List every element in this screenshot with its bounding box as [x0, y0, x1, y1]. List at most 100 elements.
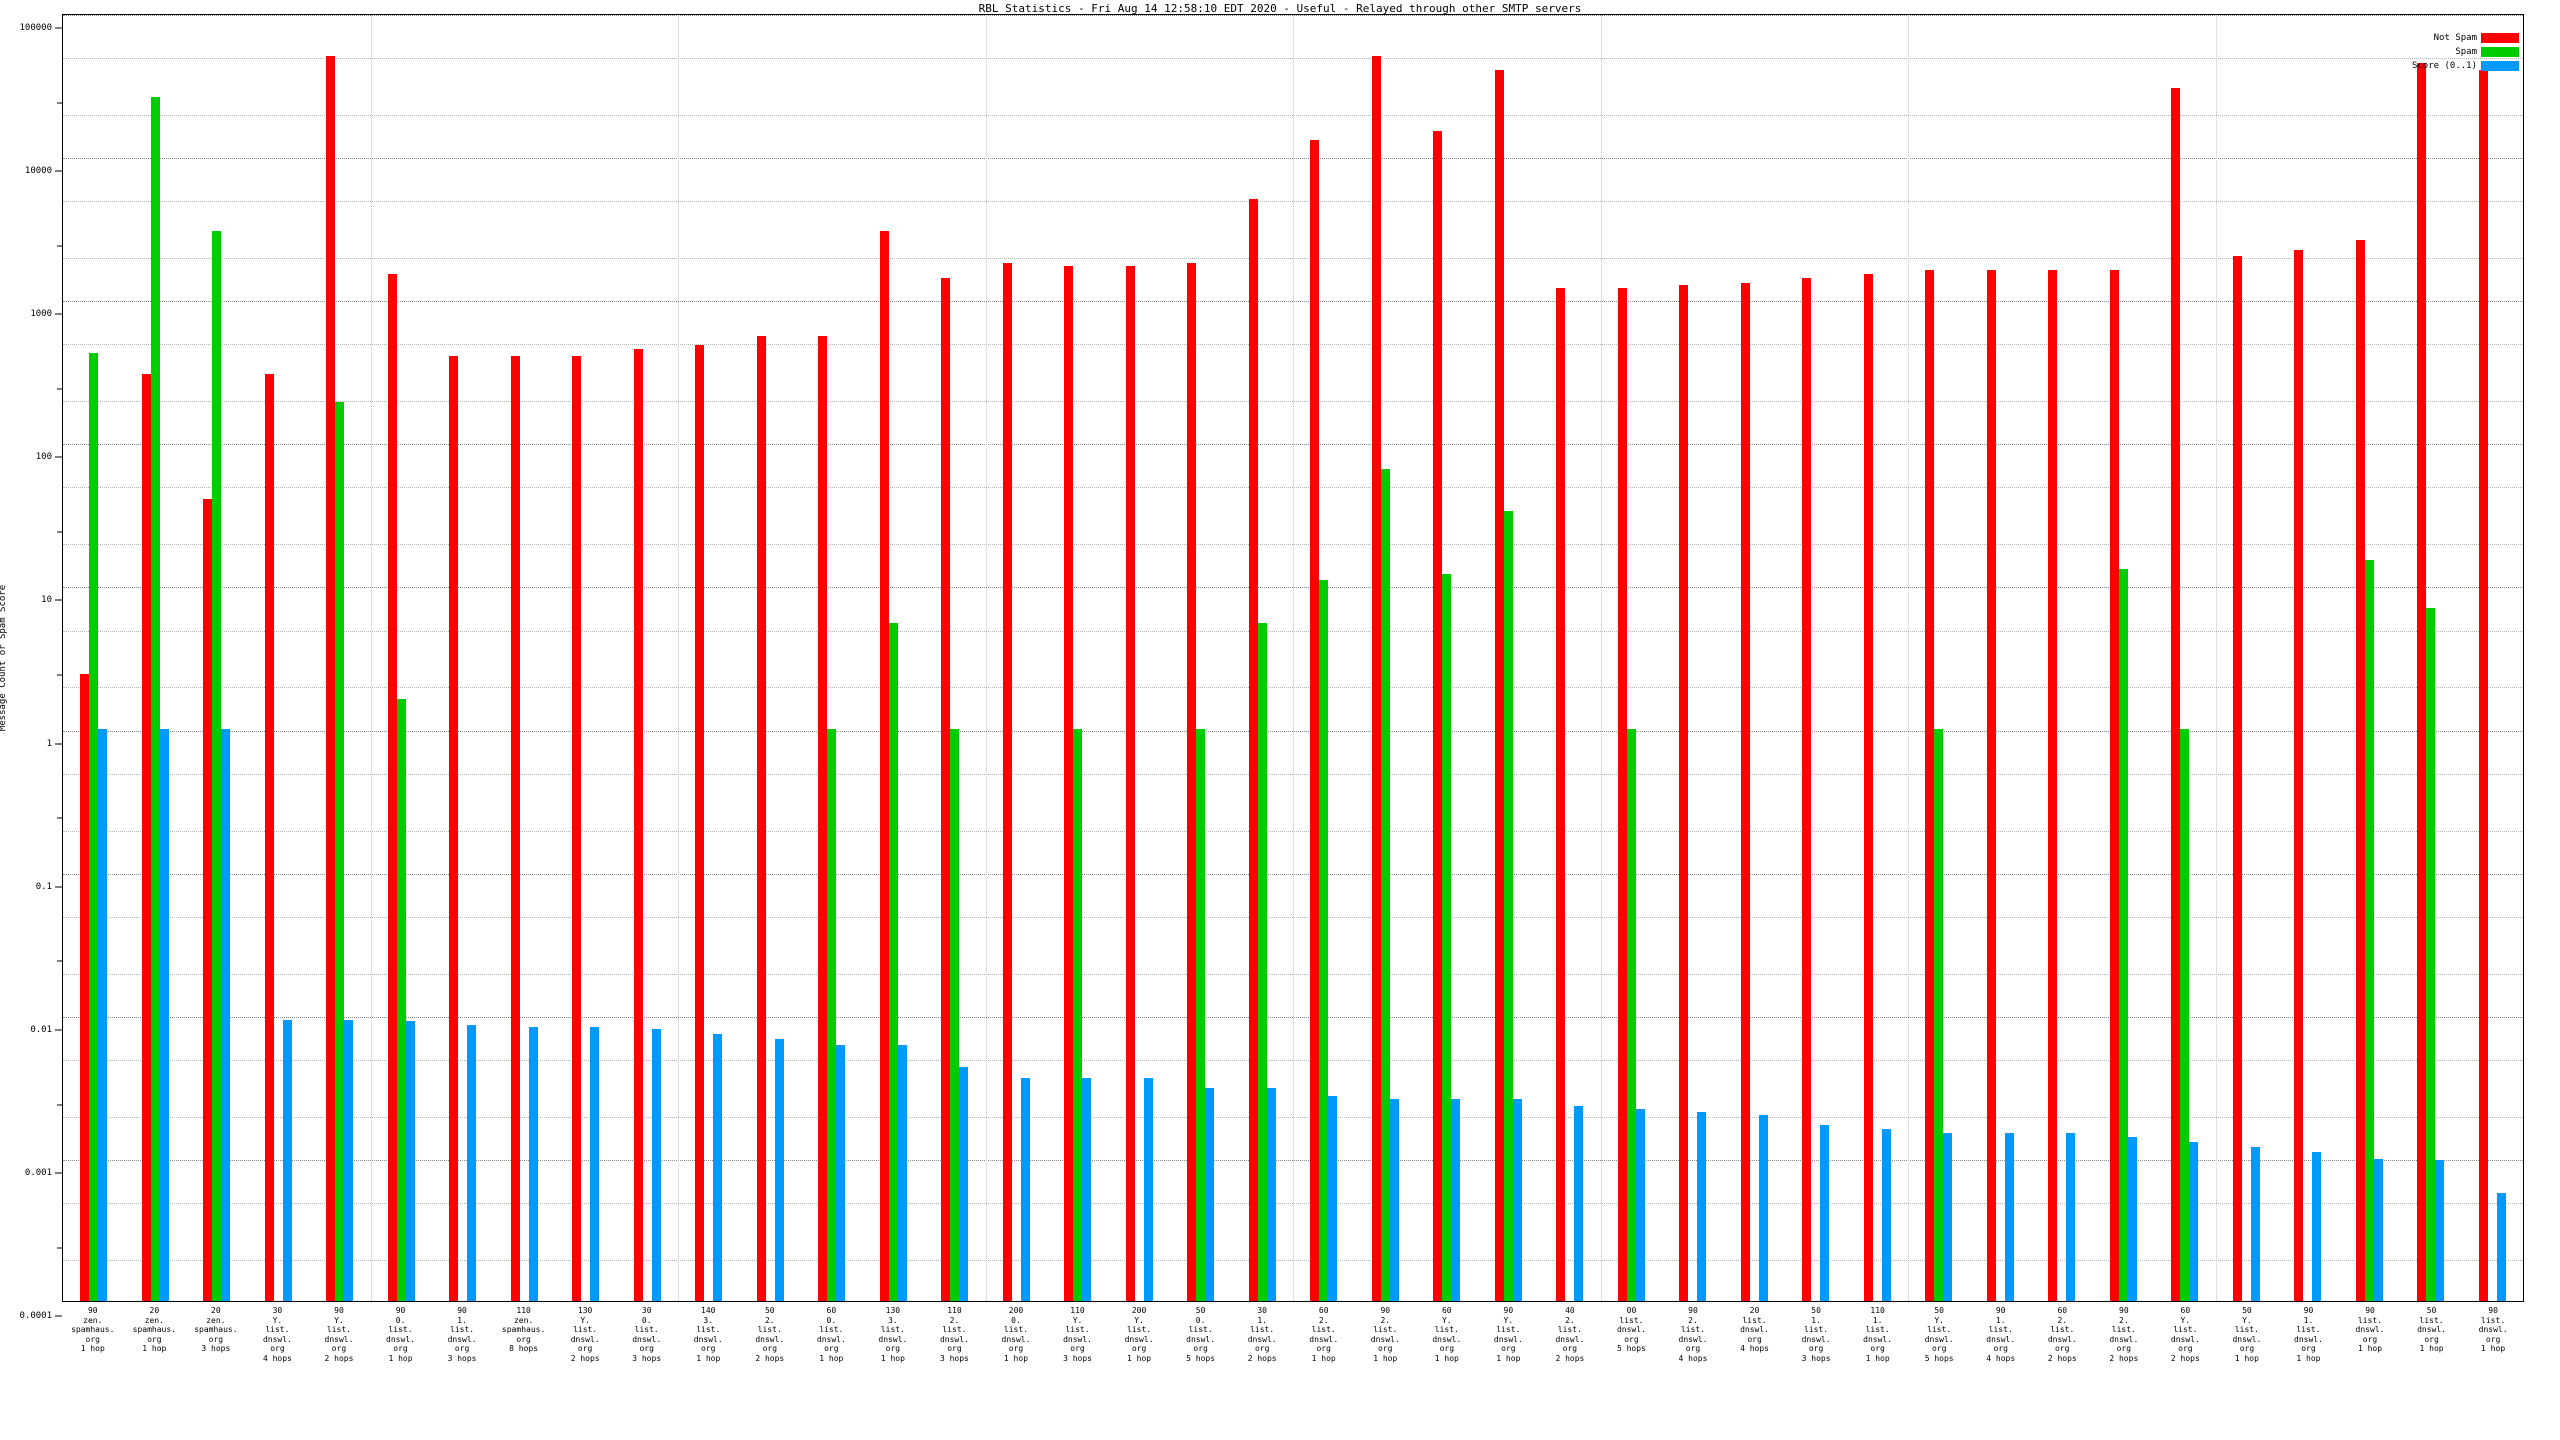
bar-score[interactable]: [1205, 1087, 1215, 1301]
bar-group[interactable]: [555, 15, 617, 1301]
bar-notspam[interactable]: [1679, 285, 1689, 1301]
bar-notspam[interactable]: [1556, 287, 1566, 1301]
bar-group[interactable]: [309, 15, 371, 1301]
bar-group[interactable]: [2277, 15, 2339, 1301]
bar-group[interactable]: [1724, 15, 1786, 1301]
bar-group[interactable]: [1355, 15, 1417, 1301]
bar-score[interactable]: [1943, 1132, 1953, 1301]
bar-group[interactable]: [1232, 15, 1294, 1301]
legend-item[interactable]: Not Spam: [2412, 33, 2519, 43]
bar-group[interactable]: [186, 15, 248, 1301]
bar-notspam[interactable]: [80, 674, 90, 1301]
bar-score[interactable]: [897, 1044, 907, 1301]
bar-notspam[interactable]: [879, 230, 889, 1301]
bar-spam[interactable]: [2180, 728, 2190, 1301]
bar-spam[interactable]: [335, 402, 345, 1301]
bar-group[interactable]: [1109, 15, 1171, 1301]
bar-group[interactable]: [617, 15, 679, 1301]
bar-spam[interactable]: [396, 699, 406, 1301]
bar-notspam[interactable]: [2478, 69, 2488, 1301]
bar-score[interactable]: [1574, 1106, 1584, 1301]
bar-notspam[interactable]: [264, 374, 274, 1301]
bar-score[interactable]: [1451, 1098, 1461, 1301]
bar-score[interactable]: [98, 728, 108, 1301]
legend-item[interactable]: Spam: [2412, 47, 2519, 57]
bar-notspam[interactable]: [326, 56, 336, 1301]
bar-score[interactable]: [651, 1028, 661, 1301]
bar-spam[interactable]: [1503, 511, 1513, 1301]
bar-spam[interactable]: [1380, 469, 1390, 1301]
bar-notspam[interactable]: [1002, 262, 1012, 1301]
bar-score[interactable]: [1512, 1098, 1522, 1301]
bar-notspam[interactable]: [449, 356, 459, 1301]
bar-notspam[interactable]: [2171, 87, 2181, 1301]
bar-spam[interactable]: [1196, 728, 1206, 1301]
bar-group[interactable]: [2154, 15, 2216, 1301]
bar-group[interactable]: [801, 15, 863, 1301]
bar-score[interactable]: [1020, 1078, 1030, 1301]
legend-item[interactable]: Score (0..1): [2412, 61, 2519, 71]
bar-notspam[interactable]: [2232, 256, 2242, 1301]
bar-score[interactable]: [282, 1019, 292, 1301]
bar-notspam[interactable]: [1740, 282, 1750, 1301]
bar-score[interactable]: [159, 728, 169, 1301]
bar-group[interactable]: [2400, 15, 2462, 1301]
bar-group[interactable]: [2462, 15, 2524, 1301]
bar-score[interactable]: [2435, 1160, 2445, 1301]
bar-spam[interactable]: [2364, 560, 2374, 1301]
bar-notspam[interactable]: [1925, 270, 1935, 1301]
bar-group[interactable]: [740, 15, 802, 1301]
bar-notspam[interactable]: [633, 348, 643, 1301]
bar-score[interactable]: [590, 1027, 600, 1301]
bar-notspam[interactable]: [572, 356, 582, 1301]
bar-score[interactable]: [1758, 1114, 1768, 1301]
bar-group[interactable]: [248, 15, 310, 1301]
bar-notspam[interactable]: [1371, 56, 1381, 1301]
bar-notspam[interactable]: [2355, 239, 2365, 1301]
bar-spam[interactable]: [150, 96, 160, 1301]
bar-notspam[interactable]: [1863, 274, 1873, 1301]
bar-notspam[interactable]: [1802, 278, 1812, 1301]
bar-group[interactable]: [2216, 15, 2278, 1301]
bar-notspam[interactable]: [2048, 270, 2058, 1301]
bar-group[interactable]: [1785, 15, 1847, 1301]
bar-score[interactable]: [1266, 1087, 1276, 1301]
bar-group[interactable]: [1662, 15, 1724, 1301]
bar-score[interactable]: [2189, 1141, 2199, 1301]
bar-group[interactable]: [1170, 15, 1232, 1301]
bar-group[interactable]: [371, 15, 433, 1301]
bar-notspam[interactable]: [695, 344, 705, 1301]
bar-score[interactable]: [1820, 1124, 1830, 1301]
bar-notspam[interactable]: [387, 274, 397, 1301]
bar-score[interactable]: [2066, 1132, 2076, 1301]
bar-group[interactable]: [678, 15, 740, 1301]
bar-group[interactable]: [1539, 15, 1601, 1301]
bar-score[interactable]: [2373, 1159, 2383, 1301]
bar-score[interactable]: [836, 1044, 846, 1301]
bar-spam[interactable]: [1073, 728, 1083, 1301]
bar-group[interactable]: [1847, 15, 1909, 1301]
bar-score[interactable]: [344, 1019, 354, 1301]
bar-group[interactable]: [125, 15, 187, 1301]
bar-group[interactable]: [2031, 15, 2093, 1301]
bar-score[interactable]: [2496, 1192, 2506, 1301]
bar-group[interactable]: [2339, 15, 2401, 1301]
bar-notspam[interactable]: [1125, 266, 1135, 1301]
bar-score[interactable]: [467, 1024, 477, 1301]
bar-notspam[interactable]: [2417, 62, 2427, 1301]
bar-group[interactable]: [924, 15, 986, 1301]
bar-notspam[interactable]: [141, 374, 151, 1301]
bar-score[interactable]: [713, 1034, 723, 1301]
bar-group[interactable]: [1416, 15, 1478, 1301]
bar-score[interactable]: [2250, 1146, 2260, 1301]
bar-notspam[interactable]: [203, 499, 213, 1301]
bar-group[interactable]: [986, 15, 1048, 1301]
bar-group[interactable]: [1293, 15, 1355, 1301]
bar-spam[interactable]: [1934, 728, 1944, 1301]
bar-score[interactable]: [528, 1027, 538, 1301]
bar-score[interactable]: [1328, 1096, 1338, 1301]
bar-group[interactable]: [1601, 15, 1663, 1301]
bar-score[interactable]: [1143, 1078, 1153, 1301]
bar-spam[interactable]: [1319, 579, 1329, 1301]
bar-score[interactable]: [2312, 1151, 2322, 1301]
